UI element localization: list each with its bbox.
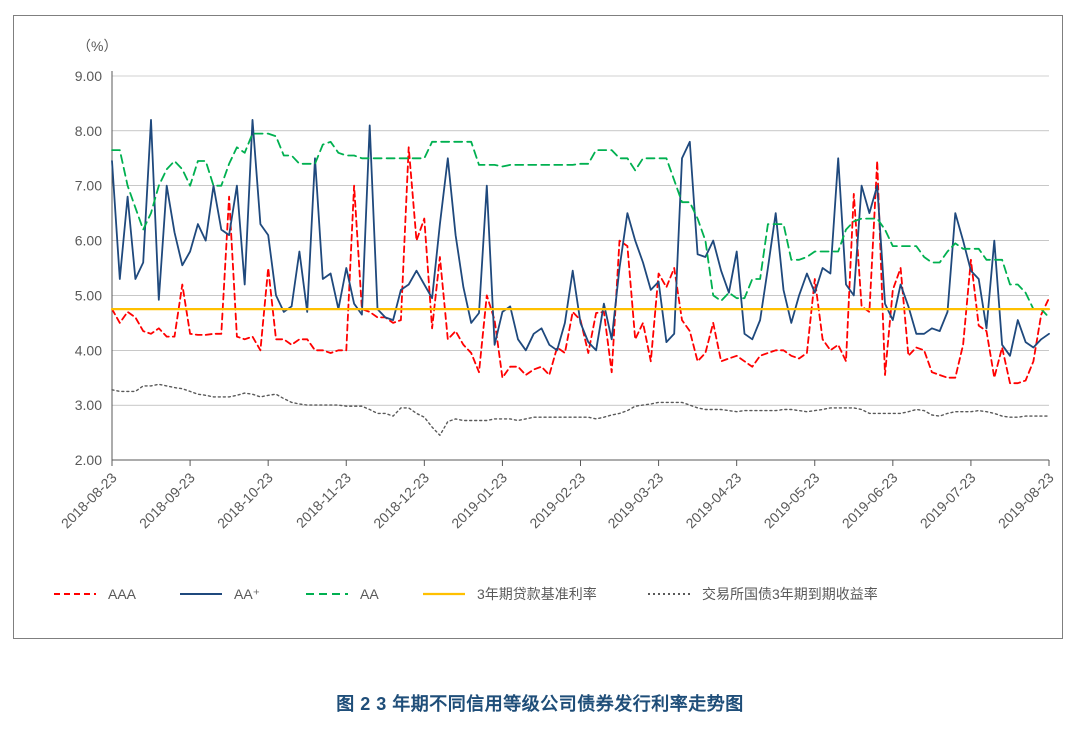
svg-text:（%）: （%） <box>77 38 117 54</box>
figure-caption: 图 2 3 年期不同信用等级公司债券发行利率走势图 <box>0 690 1080 716</box>
svg-text:3.00: 3.00 <box>75 397 102 413</box>
svg-text:2019-03-23: 2019-03-23 <box>604 469 666 531</box>
svg-text:7.00: 7.00 <box>75 178 102 194</box>
svg-text:交易所国债3年期到期收益率: 交易所国债3年期到期收益率 <box>702 586 878 602</box>
svg-text:6.00: 6.00 <box>75 233 102 249</box>
svg-text:4.00: 4.00 <box>75 342 102 358</box>
page: 2.00 3.00 4.00 5.00 6.00 7.00 8.00 9.00 2018-08-… <box>0 0 1080 733</box>
svg-text:9.00: 9.00 <box>75 68 102 84</box>
svg-text:2018-10-23: 2018-10-23 <box>214 469 276 531</box>
chart-svg-holder: 2.00 3.00 4.00 5.00 6.00 7.00 8.00 9.00 2018-08-… <box>14 16 1062 638</box>
svg-text:AAA: AAA <box>108 586 137 602</box>
svg-text:2019-04-23: 2019-04-23 <box>682 469 744 531</box>
svg-text:2019-08-23: 2019-08-23 <box>995 469 1057 531</box>
svg-text:3年期贷款基准利率: 3年期贷款基准利率 <box>477 586 597 602</box>
svg-text:2018-08-23: 2018-08-23 <box>58 469 120 531</box>
svg-text:5.00: 5.00 <box>75 287 102 303</box>
svg-text:2.00: 2.00 <box>75 452 102 468</box>
svg-text:2018-09-23: 2018-09-23 <box>136 469 198 531</box>
svg-text:2019-05-23: 2019-05-23 <box>761 469 823 531</box>
chart-outer-border: 2.00 3.00 4.00 5.00 6.00 7.00 8.00 9.00 2018-08-… <box>13 15 1063 639</box>
svg-text:2019-02-23: 2019-02-23 <box>526 469 588 531</box>
svg-text:2019-07-23: 2019-07-23 <box>917 469 979 531</box>
svg-text:2019-01-23: 2019-01-23 <box>448 469 510 531</box>
svg-text:2018-12-23: 2018-12-23 <box>370 469 432 531</box>
svg-text:2018-11-23: 2018-11-23 <box>293 469 354 530</box>
svg-text:AA: AA <box>360 586 379 602</box>
svg-text:AA⁺: AA⁺ <box>234 586 260 602</box>
svg-text:2019-06-23: 2019-06-23 <box>839 469 901 531</box>
svg-text:8.00: 8.00 <box>75 123 102 139</box>
